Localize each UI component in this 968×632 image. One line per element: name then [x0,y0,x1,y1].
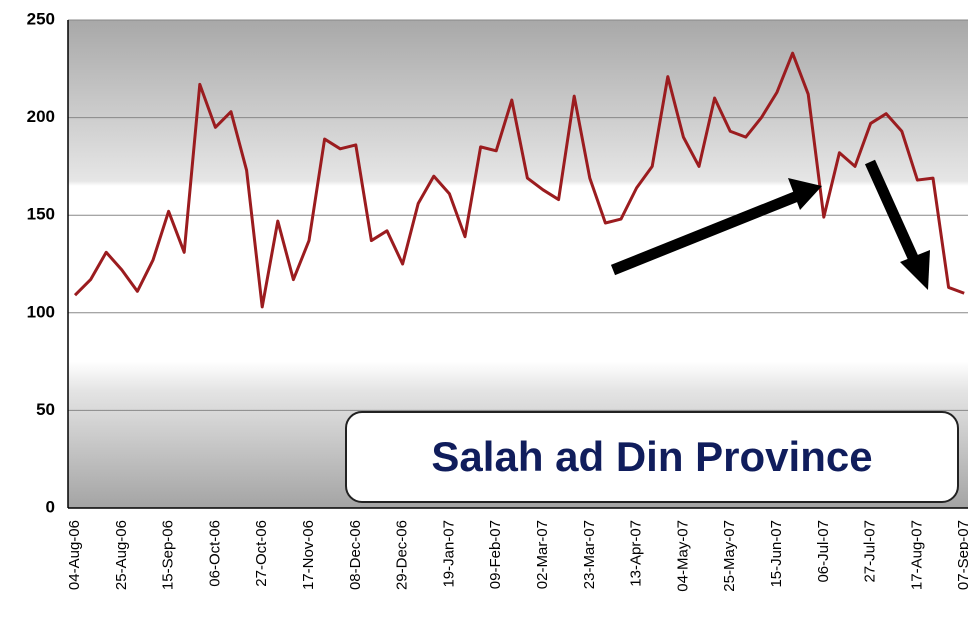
arrow-shaft [610,189,803,276]
y-tick-label: 150 [27,205,55,224]
x-tick-label: 08-Dec-06 [347,520,364,590]
y-tick-label: 200 [27,107,55,126]
x-tick-label: 17-Aug-07 [908,520,925,590]
x-tick-label: 07-Sep-07 [955,520,968,590]
arrow-head [788,178,822,210]
x-tick-label: 06-Oct-06 [206,520,223,587]
x-tick-label: 15-Jun-07 [768,520,785,588]
x-tick-label: 23-Mar-07 [581,520,598,589]
arrow-shaft [864,159,921,265]
x-tick-label: 13-Apr-07 [628,520,645,587]
x-tick-label: 25-Aug-06 [113,520,130,590]
y-tick-label: 250 [27,9,55,28]
x-tick-label: 17-Nov-06 [300,520,317,590]
x-tick-label: 06-Jul-07 [815,520,832,583]
x-tick-label: 04-May-07 [674,520,691,592]
x-tick-label: 15-Sep-06 [160,520,177,590]
x-tick-label: 29-Dec-06 [394,520,411,590]
annotation: Salah ad Din Province [431,433,872,480]
x-tick-label: 02-Mar-07 [534,520,551,589]
y-tick-label: 100 [27,302,55,321]
data-line [73,51,965,309]
x-tick-label: 19-Jan-07 [440,520,457,588]
x-tick-label: 09-Feb-07 [487,520,504,589]
arrows [610,159,930,290]
y-tick-label: 50 [36,400,55,419]
x-tick-label: 27-Oct-06 [253,520,270,587]
x-tick-label: 04-Aug-06 [66,520,83,590]
x-tick-label: 25-May-07 [721,520,738,592]
y-tick-label: 0 [46,497,55,516]
arrow-head [900,250,930,290]
annotation-box [345,411,959,503]
x-tick-label: 27-Jul-07 [862,520,879,583]
